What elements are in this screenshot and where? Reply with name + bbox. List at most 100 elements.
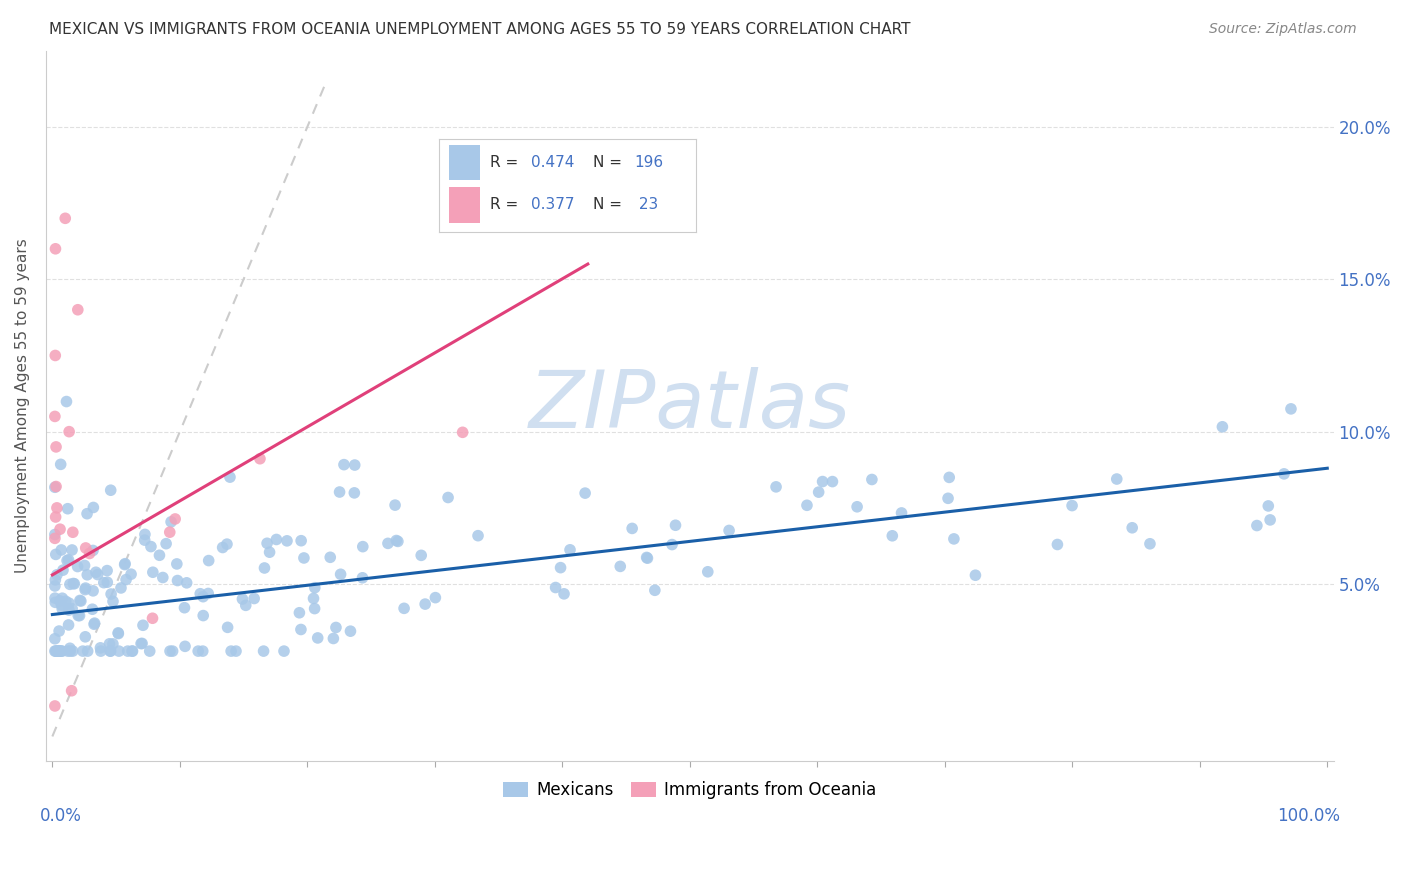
Mexicans bbox=[62, 644, 84, 658]
Mexicans bbox=[121, 644, 143, 658]
Mexicans bbox=[89, 640, 111, 655]
Mexicans bbox=[55, 394, 77, 409]
Text: 100.0%: 100.0% bbox=[1277, 807, 1340, 825]
Mexicans bbox=[72, 644, 94, 658]
Mexicans bbox=[132, 618, 155, 632]
Mexicans bbox=[44, 591, 66, 606]
Mexicans bbox=[292, 551, 315, 566]
Mexicans bbox=[96, 564, 118, 578]
Mexicans bbox=[45, 548, 67, 562]
Immigrants from Oceania bbox=[49, 522, 72, 536]
Mexicans bbox=[821, 475, 844, 489]
Immigrants from Oceania bbox=[45, 440, 67, 454]
Immigrants from Oceania bbox=[45, 500, 67, 515]
Mexicans bbox=[385, 533, 408, 548]
Mexicans bbox=[1257, 499, 1279, 513]
Mexicans bbox=[59, 577, 82, 591]
Mexicans bbox=[58, 603, 80, 617]
Immigrants from Oceania bbox=[44, 409, 66, 424]
Mexicans bbox=[52, 563, 75, 577]
Mexicans bbox=[44, 632, 66, 646]
Mexicans bbox=[56, 644, 79, 658]
Mexicans bbox=[860, 473, 883, 487]
Mexicans bbox=[134, 527, 156, 541]
Mexicans bbox=[45, 567, 67, 582]
Mexicans bbox=[134, 533, 156, 548]
Mexicans bbox=[82, 602, 104, 616]
Immigrants from Oceania bbox=[44, 532, 66, 546]
Mexicans bbox=[290, 533, 312, 548]
Mexicans bbox=[51, 598, 73, 612]
Mexicans bbox=[44, 573, 66, 587]
Mexicans bbox=[44, 527, 66, 541]
Mexicans bbox=[49, 458, 72, 472]
Mexicans bbox=[574, 486, 596, 500]
Mexicans bbox=[58, 618, 80, 632]
Mexicans bbox=[76, 644, 98, 658]
Mexicans bbox=[636, 551, 658, 566]
Mexicans bbox=[938, 470, 960, 484]
Mexicans bbox=[45, 644, 67, 658]
Mexicans bbox=[90, 644, 112, 658]
Mexicans bbox=[225, 644, 247, 658]
Mexicans bbox=[266, 533, 288, 547]
Mexicans bbox=[276, 533, 298, 548]
Mexicans bbox=[343, 486, 366, 500]
Mexicans bbox=[107, 626, 129, 640]
Mexicans bbox=[117, 644, 139, 658]
Mexicans bbox=[288, 606, 311, 620]
Mexicans bbox=[550, 560, 572, 574]
Mexicans bbox=[101, 594, 124, 608]
Mexicans bbox=[664, 518, 686, 533]
Immigrants from Oceania bbox=[451, 425, 474, 440]
Mexicans bbox=[352, 571, 374, 585]
Immigrants from Oceania bbox=[45, 510, 67, 524]
Mexicans bbox=[48, 624, 70, 638]
Mexicans bbox=[59, 644, 82, 658]
Mexicans bbox=[1272, 467, 1295, 481]
Mexicans bbox=[148, 548, 170, 562]
Immigrants from Oceania bbox=[62, 525, 84, 540]
Mexicans bbox=[51, 602, 73, 616]
Mexicans bbox=[139, 540, 162, 554]
Mexicans bbox=[235, 599, 257, 613]
Immigrants from Oceania bbox=[141, 611, 163, 625]
Mexicans bbox=[69, 593, 91, 607]
Mexicans bbox=[846, 500, 869, 514]
Mexicans bbox=[62, 576, 84, 591]
Mexicans bbox=[558, 542, 581, 557]
Legend: Mexicans, Immigrants from Oceania: Mexicans, Immigrants from Oceania bbox=[496, 774, 883, 805]
Mexicans bbox=[49, 594, 72, 608]
Immigrants from Oceania bbox=[79, 546, 101, 560]
Immigrants from Oceania bbox=[44, 349, 66, 363]
Mexicans bbox=[101, 637, 124, 651]
Mexicans bbox=[304, 581, 326, 595]
Mexicans bbox=[173, 600, 195, 615]
Immigrants from Oceania bbox=[44, 242, 66, 256]
Mexicans bbox=[696, 565, 718, 579]
Mexicans bbox=[1211, 419, 1233, 434]
Mexicans bbox=[329, 485, 352, 500]
Mexicans bbox=[467, 529, 489, 543]
Mexicans bbox=[191, 590, 214, 604]
Mexicans bbox=[329, 567, 352, 582]
Text: MEXICAN VS IMMIGRANTS FROM OCEANIA UNEMPLOYMENT AMONG AGES 55 TO 59 YEARS CORREL: MEXICAN VS IMMIGRANTS FROM OCEANIA UNEMP… bbox=[49, 22, 911, 37]
Mexicans bbox=[965, 568, 987, 582]
Mexicans bbox=[411, 549, 433, 563]
Mexicans bbox=[1258, 513, 1281, 527]
Mexicans bbox=[166, 557, 188, 571]
Mexicans bbox=[544, 581, 567, 595]
Mexicans bbox=[252, 644, 274, 658]
Mexicans bbox=[243, 591, 266, 606]
Mexicans bbox=[352, 540, 374, 554]
Mexicans bbox=[66, 559, 89, 574]
Mexicans bbox=[56, 501, 79, 516]
Mexicans bbox=[322, 632, 344, 646]
Mexicans bbox=[765, 480, 787, 494]
Mexicans bbox=[86, 567, 108, 582]
Mexicans bbox=[63, 576, 86, 591]
Mexicans bbox=[115, 573, 138, 587]
Mexicans bbox=[319, 550, 342, 565]
Mexicans bbox=[51, 543, 73, 558]
Mexicans bbox=[44, 644, 66, 658]
